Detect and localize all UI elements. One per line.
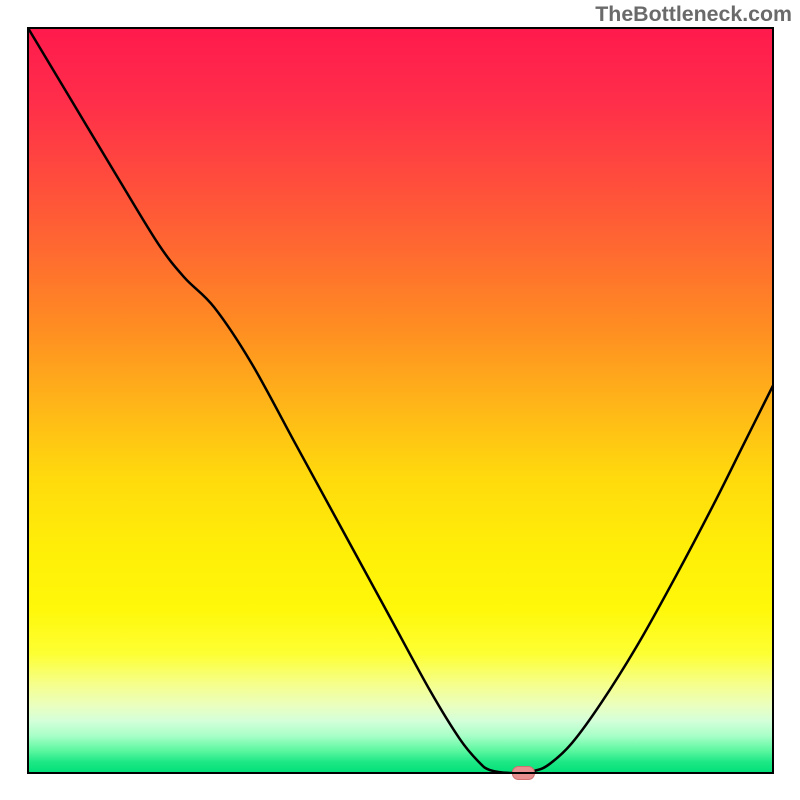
watermark-text: TheBottleneck.com	[595, 2, 792, 27]
plot-area	[28, 28, 773, 780]
gradient-background	[28, 28, 773, 773]
bottleneck-chart	[0, 0, 800, 800]
